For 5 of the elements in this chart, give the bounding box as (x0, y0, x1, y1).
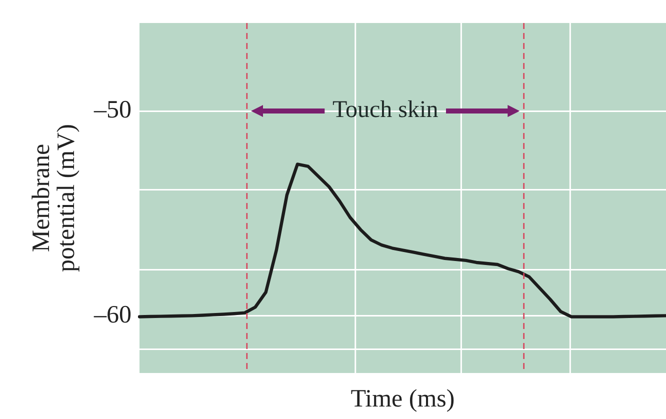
annotation: Touch skin (332, 96, 438, 123)
x-axis-title: Time (ms) (350, 386, 455, 413)
y-axis-title: Membrane potential (mV) (28, 124, 80, 272)
y-tick-label: –50 (93, 96, 132, 124)
y-tick-label: –60 (93, 301, 132, 328)
